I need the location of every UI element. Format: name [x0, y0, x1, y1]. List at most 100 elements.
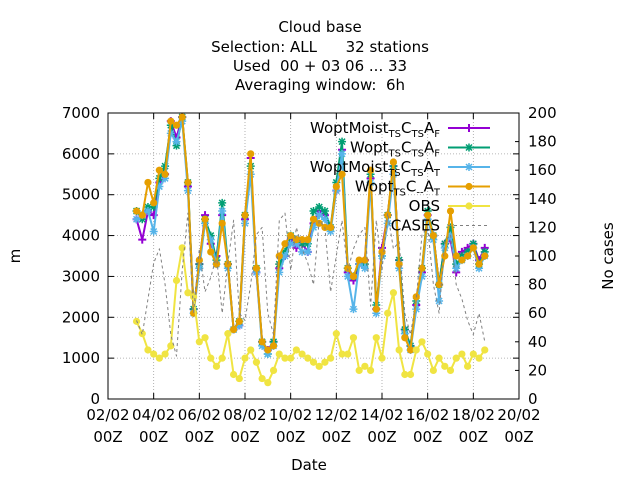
series-marker — [309, 215, 318, 223]
series-marker — [315, 362, 323, 370]
series-marker — [303, 239, 312, 248]
chart-title: Cloud base Selection: ALL 32 stations Us… — [211, 18, 429, 94]
series-marker — [224, 330, 232, 338]
series-marker — [435, 296, 444, 305]
series-marker — [452, 264, 461, 273]
legend-label-1: WoptTSCTSAF — [350, 139, 440, 160]
series-marker — [247, 346, 255, 354]
series-marker — [172, 141, 181, 150]
series-marker — [464, 362, 472, 370]
series-marker — [144, 346, 152, 354]
series-marker — [264, 346, 272, 354]
x-tick-label-date: 14/02 — [360, 406, 403, 424]
legend-label-5: CASES — [391, 217, 440, 235]
series-marker — [143, 202, 152, 211]
series-marker — [275, 252, 283, 260]
y2-tick-label: 60 — [528, 304, 547, 322]
series-marker — [349, 305, 358, 314]
series-marker — [138, 211, 146, 219]
series-marker — [417, 272, 426, 281]
series-marker — [360, 264, 369, 273]
y2-tick-label: 160 — [528, 161, 557, 179]
legend-label-4: OBS — [409, 197, 440, 215]
series-marker — [475, 264, 484, 273]
x-tick-label-date: 12/02 — [315, 406, 358, 424]
series-marker — [344, 350, 352, 358]
series-marker — [457, 252, 466, 260]
series-marker — [465, 182, 473, 191]
y2-tick-label: 120 — [528, 218, 557, 236]
series-marker — [389, 158, 398, 166]
series-marker — [355, 260, 364, 269]
series-marker — [452, 252, 460, 260]
series-marker — [465, 124, 473, 132]
series-marker — [269, 342, 278, 350]
y2-tick-label: 80 — [528, 276, 547, 294]
series-marker — [150, 350, 158, 358]
series-marker — [138, 235, 147, 244]
series-marker — [172, 137, 181, 146]
series-marker — [458, 256, 466, 264]
series-marker — [155, 354, 163, 362]
x-tick-label-date: 20/02 — [497, 406, 540, 424]
x-tick-label-hour: 00Z — [367, 428, 396, 446]
series-marker — [349, 272, 358, 281]
series-marker — [132, 207, 141, 215]
y2-tick-label: 100 — [528, 247, 557, 265]
series-marker — [303, 247, 312, 256]
series-marker — [201, 334, 209, 342]
series-marker — [446, 223, 455, 232]
series-marker — [155, 166, 163, 174]
series-marker — [212, 362, 221, 370]
series-marker — [401, 334, 409, 342]
x-tick-label-hour: 00Z — [276, 428, 305, 446]
series-marker — [155, 174, 164, 183]
series-marker — [281, 354, 289, 362]
series-marker — [207, 248, 215, 256]
series-marker — [235, 374, 243, 383]
series-marker — [241, 354, 249, 362]
series-marker — [269, 366, 278, 374]
series-marker — [263, 350, 272, 359]
x-tick-label-date: 06/02 — [178, 406, 221, 424]
series-marker — [332, 330, 340, 338]
series-marker — [178, 113, 186, 121]
series-marker — [304, 354, 312, 362]
series-marker — [321, 358, 329, 366]
series-marker — [201, 215, 209, 223]
x-tick-label-hour: 00Z — [504, 428, 533, 446]
series-marker — [315, 202, 324, 211]
series-marker — [463, 247, 472, 256]
series-marker — [184, 178, 192, 187]
y-axis-label: m — [6, 249, 24, 264]
series-marker — [378, 354, 386, 362]
series-marker — [218, 219, 226, 227]
legend-label-2: WoptMoistTSCTSAT — [310, 158, 441, 179]
series-marker — [190, 293, 198, 301]
series-marker — [252, 358, 261, 366]
legend-label-0: WoptMoistTSCTSAF — [310, 119, 440, 140]
series-marker — [138, 215, 147, 224]
plot-area — [132, 113, 489, 387]
y-tick-label: 6000 — [62, 145, 100, 163]
series-marker — [366, 166, 375, 174]
series-marker — [161, 350, 169, 358]
series-marker — [264, 379, 272, 387]
series-marker — [406, 346, 415, 354]
series-marker — [349, 334, 358, 342]
series-marker — [258, 338, 266, 346]
series-marker — [327, 354, 335, 362]
series-marker — [287, 231, 295, 240]
series-marker — [258, 374, 266, 383]
series-marker — [446, 366, 455, 374]
series-marker — [332, 182, 340, 191]
series-marker — [418, 338, 426, 346]
series-marker — [247, 150, 255, 158]
series-marker — [149, 227, 158, 236]
series-marker — [258, 341, 267, 350]
y2-tick-label: 140 — [528, 190, 557, 208]
y-tick-label: 0 — [90, 390, 100, 408]
series-marker — [143, 207, 152, 216]
x-tick-label-hour: 00Z — [459, 428, 488, 446]
